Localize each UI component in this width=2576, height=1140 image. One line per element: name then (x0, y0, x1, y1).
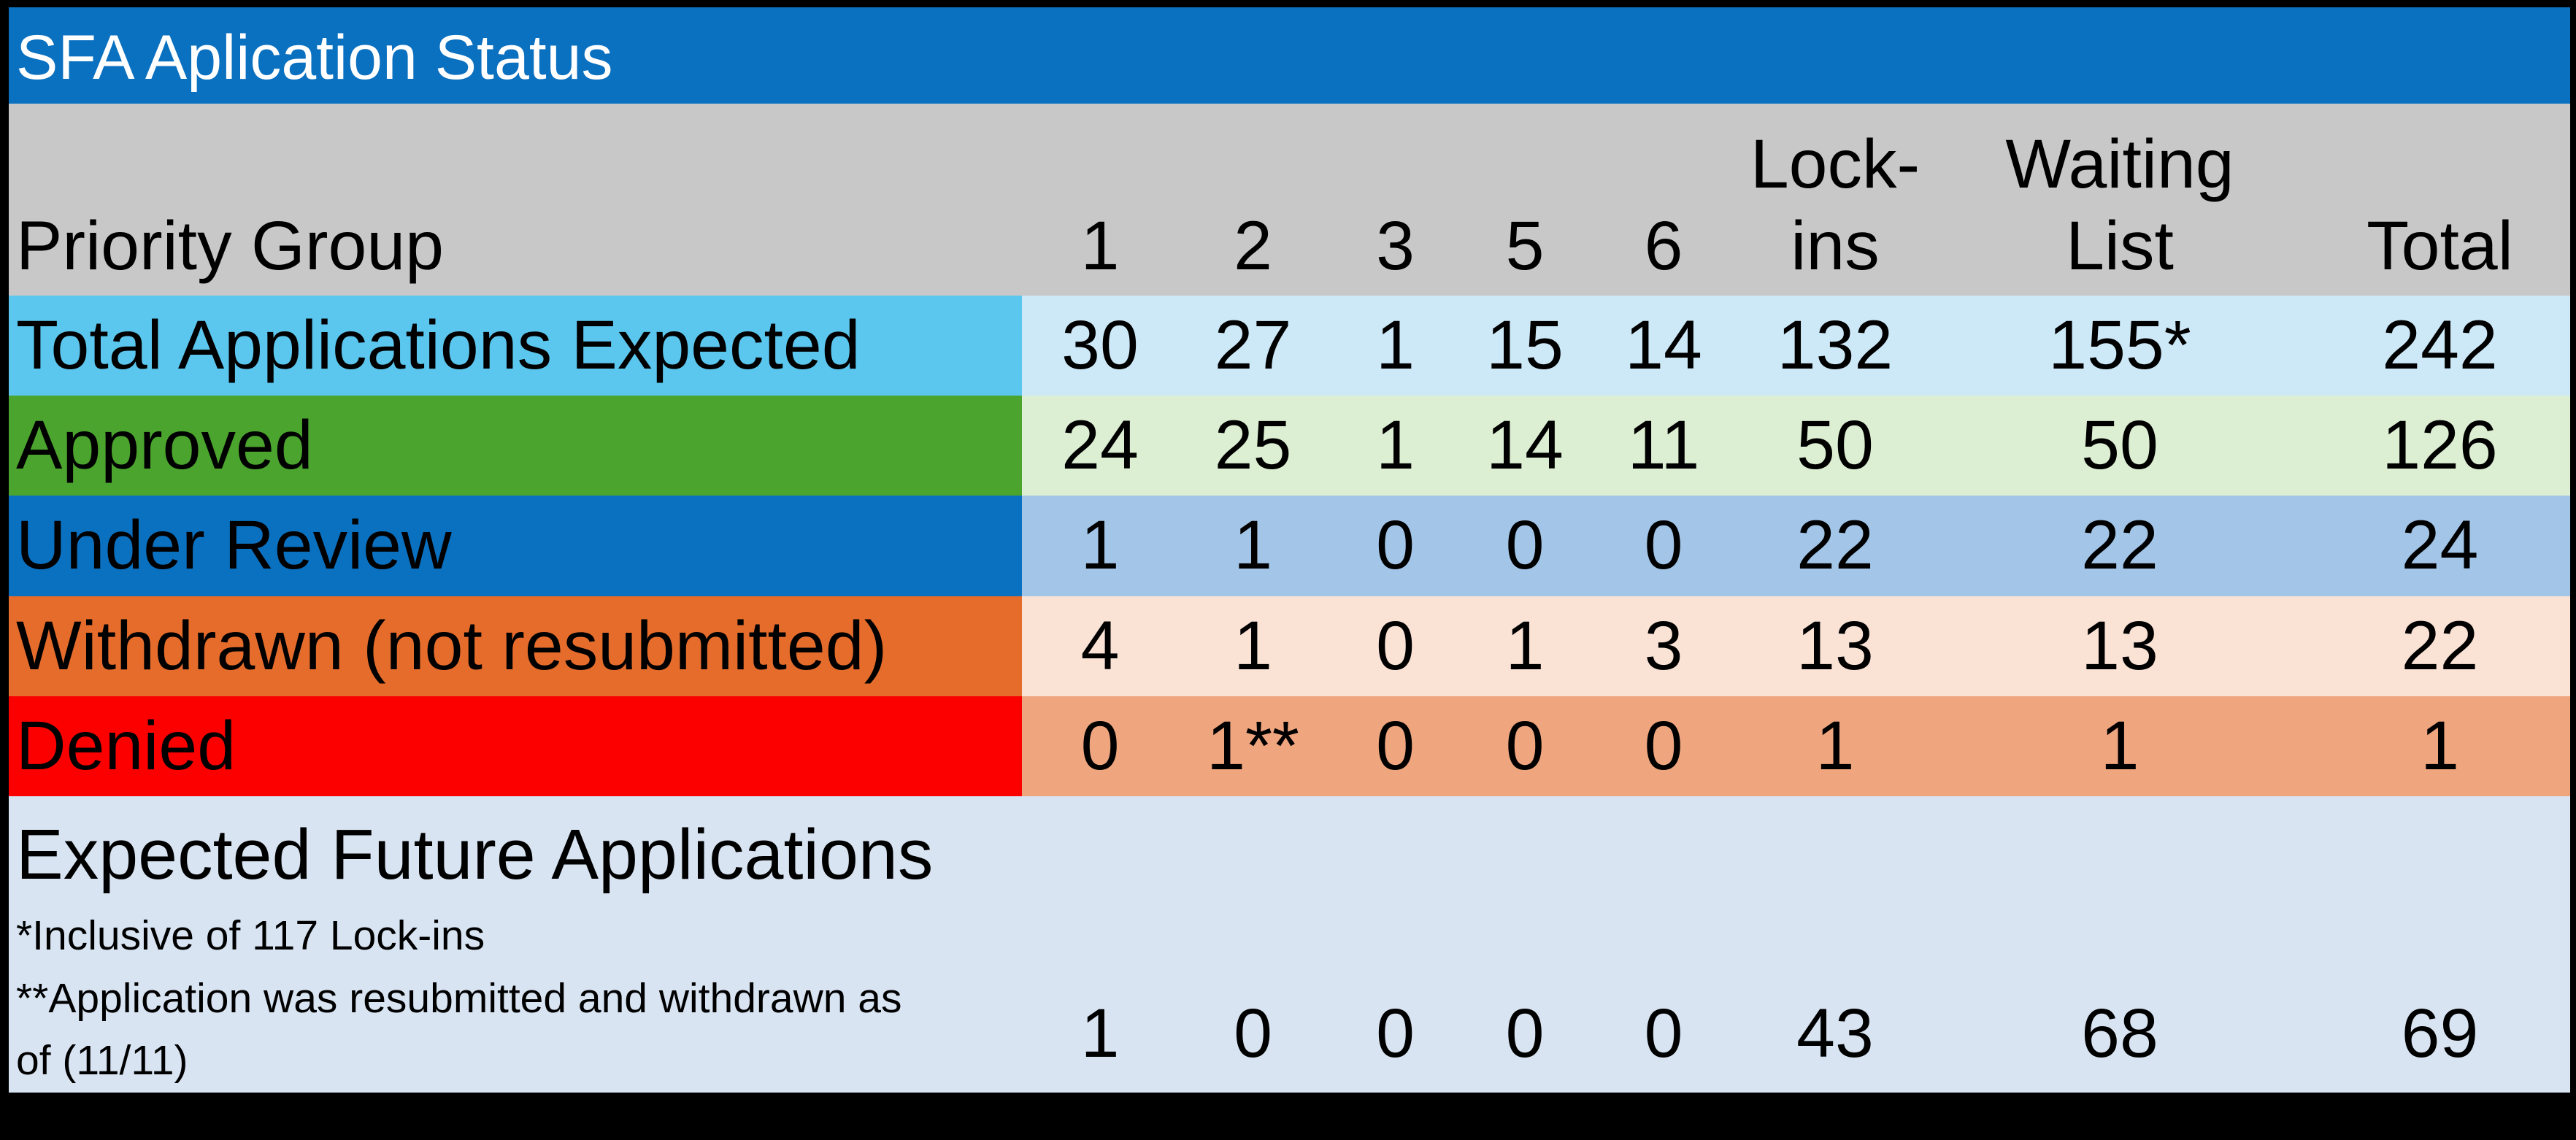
column-header-waiting-list: Waiting List (2005, 125, 2234, 285)
table-cell: 132 (1740, 295, 1930, 396)
page-title: SFA Aplication Status (16, 22, 613, 93)
row-label: Withdrawn (not resubmitted) (9, 596, 1022, 696)
table-cell: 1 (1328, 396, 1463, 496)
table-cell: 1 (1178, 496, 1328, 596)
table-cell: 11 (1587, 396, 1740, 496)
footer-heading: Expected Future Applications (16, 814, 934, 894)
column-header-total: Total (2367, 207, 2513, 285)
table-row-expected-future-applications: Expected Future Applications *Inclusive … (9, 796, 2570, 1093)
table-cell: 1 (2310, 696, 2570, 796)
table-row-withdrawn: Withdrawn (not resubmitted) 4 1 0 1 3 13… (9, 596, 2570, 696)
table-cell: 22 (1740, 496, 1930, 596)
table-cell: 69 (2401, 994, 2479, 1072)
table-cell: 0 (1376, 994, 1415, 1072)
column-header-lock-ins: Lock- ins (1750, 125, 1921, 285)
table-sheet: SFA Aplication Status Priority Group 1 2… (9, 7, 2570, 1093)
table-cell: 0 (1328, 696, 1463, 796)
table-cell: 14 (1587, 295, 1740, 396)
table-cell: 24 (2310, 496, 2570, 596)
table-row-total-applications-expected: Total Applications Expected 30 27 1 15 1… (9, 295, 2570, 396)
table-cell: 15 (1463, 295, 1587, 396)
table-cell: 22 (2310, 596, 2570, 696)
table-cell: 50 (1930, 396, 2310, 496)
table-cell: 0 (1463, 496, 1587, 596)
footnote-resubmitted: **Application was resubmitted and withdr… (16, 974, 902, 1085)
row-header-priority-group: Priority Group (16, 207, 445, 285)
table-cell: 13 (1930, 596, 2310, 696)
column-header-3: 3 (1376, 207, 1415, 285)
table-cell: 0 (1505, 994, 1545, 1072)
table-cell: 50 (1740, 396, 1930, 496)
column-header-6: 6 (1644, 207, 1683, 285)
table-cell: 24 (1022, 396, 1178, 496)
table-cell: 3 (1587, 596, 1740, 696)
row-label: Under Review (9, 496, 1022, 596)
table-row-denied: Denied 0 1** 0 0 0 1 1 1 (9, 696, 2570, 796)
column-header-2: 2 (1234, 207, 1272, 285)
title-bar: SFA Aplication Status (9, 7, 2570, 104)
table-cell: 13 (1740, 596, 1930, 696)
footer-label-block: Expected Future Applications *Inclusive … (9, 796, 1022, 1093)
table-cell: 27 (1178, 295, 1328, 396)
table-cell: 0 (1022, 696, 1178, 796)
column-header-5: 5 (1505, 207, 1545, 285)
table-cell: 0 (1463, 696, 1587, 796)
table-cell: 0 (1328, 496, 1463, 596)
table-cell: 22 (1930, 496, 2310, 596)
footnote-lock-ins: *Inclusive of 117 Lock-ins (16, 912, 485, 960)
table-cell: 1 (1463, 596, 1587, 696)
table-cell: 1 (1080, 994, 1120, 1072)
table-cell: 126 (2310, 396, 2570, 496)
column-header-1: 1 (1080, 207, 1120, 285)
table-row-approved: Approved 24 25 1 14 11 50 50 126 (9, 396, 2570, 496)
table-cell: 14 (1463, 396, 1587, 496)
table-cell: 1 (1022, 496, 1178, 596)
table-cell: 68 (2081, 994, 2158, 1072)
table-cell: 1 (1930, 696, 2310, 796)
table-cell: 0 (1587, 696, 1740, 796)
table-cell: 1 (1178, 596, 1328, 696)
table-header-row: Priority Group 1 2 3 5 6 Lock- ins Waiti… (9, 104, 2570, 296)
table-cell: 0 (1644, 994, 1683, 1072)
table-cell: 155* (1930, 295, 2310, 396)
table-cell: 1 (1328, 295, 1463, 396)
row-label: Approved (9, 396, 1022, 496)
table-cell: 1** (1178, 696, 1328, 796)
table-cell: 43 (1796, 994, 1874, 1072)
table-cell: 25 (1178, 396, 1328, 496)
table-cell: 0 (1328, 596, 1463, 696)
table-cell: 242 (2310, 295, 2570, 396)
table-cell: 1 (1740, 696, 1930, 796)
table-cell: 0 (1587, 496, 1740, 596)
row-label: Denied (9, 696, 1022, 796)
table-cell: 4 (1022, 596, 1178, 696)
table-cell: 0 (1234, 994, 1272, 1072)
table-cell: 30 (1022, 295, 1178, 396)
row-label: Total Applications Expected (9, 295, 1022, 396)
table-row-under-review: Under Review 1 1 0 0 0 22 22 24 (9, 496, 2570, 596)
footnotes: *Inclusive of 117 Lock-ins **Application… (16, 905, 1022, 1093)
